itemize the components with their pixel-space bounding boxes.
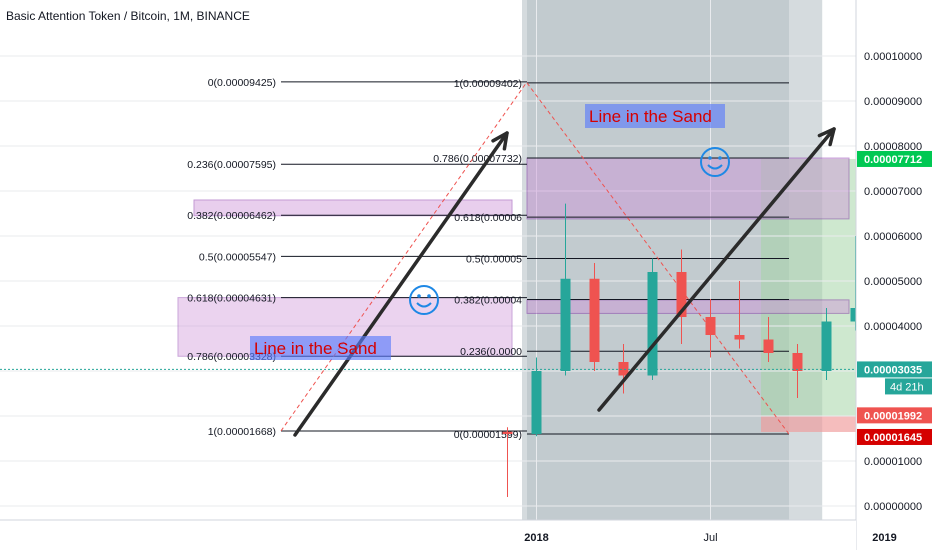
fib-level-label: 0.618(0.00004631) — [187, 293, 276, 305]
price-tag-text: 0.00007712 — [864, 154, 922, 166]
price-tag-last: 0.00003035 — [857, 361, 932, 377]
candle-body — [793, 353, 803, 371]
y-axis-tick-label: 0.00000000 — [864, 501, 922, 513]
price-tag-text: 0.00001992 — [864, 410, 922, 422]
countdown-text: 4d 21h — [890, 381, 924, 393]
smiley-eye — [417, 294, 421, 298]
fib-level-label: 0(0.00009425) — [208, 77, 276, 89]
fib-level-label: 0.382(0.00004 — [454, 294, 522, 306]
y-axis-tick-label: 0.00006000 — [864, 231, 922, 243]
smiley-eye — [718, 156, 722, 160]
y-axis-tick-label: 0.00007000 — [864, 186, 922, 198]
annotation-line-in-the-sand-right: Line in the Sand — [585, 104, 725, 128]
shaded-range-2019-2020 — [527, 0, 789, 520]
y-axis-tick-label: 0.00001000 — [864, 456, 922, 468]
y-axis-tick-label: 0.00004000 — [864, 321, 922, 333]
fib-level-label: 0(0.00001599) — [454, 429, 522, 441]
fib-level-label: 1(0.00001668) — [208, 426, 276, 438]
x-axis-background — [0, 520, 856, 550]
fib-level-label: 1(0.00009402) — [454, 78, 522, 90]
annotation-text: Line in the Sand — [254, 339, 377, 358]
x-axis-tick-label: 2018 — [524, 532, 548, 544]
candle-body — [735, 335, 745, 340]
candle-body — [648, 272, 658, 376]
countdown-tag: 4d 21h — [885, 378, 932, 394]
candle-body — [706, 317, 716, 335]
y-axis-tick-label: 0.00010000 — [864, 51, 922, 63]
y-axis-tick-label: 0.00009000 — [864, 96, 922, 108]
candle-body — [619, 362, 629, 376]
smiley-eye — [708, 156, 712, 160]
fib-level-label: 0.382(0.00006462) — [187, 210, 276, 222]
candle-body — [590, 279, 600, 362]
chart-title: Basic Attention Token / Bitcoin, 1M, BIN… — [6, 9, 250, 23]
fib-level-label: 0.786(0.00007732) — [433, 153, 522, 165]
candle-body — [764, 340, 774, 354]
fib-level-label: 0.236(0.0000 — [460, 346, 522, 358]
y-axis-tick-label: 0.00005000 — [864, 276, 922, 288]
fib-level-label: 0.236(0.00007595) — [187, 159, 276, 171]
candle-body — [532, 371, 542, 434]
price-tag-stop: 0.00001645 — [857, 429, 932, 445]
candle-body — [503, 432, 513, 434]
y-axis: 0.000100000.000090000.000080000.00007000… — [856, 0, 932, 550]
fib-level-label: 0.5(0.00005547) — [199, 251, 276, 263]
price-tag-text: 0.00003035 — [864, 364, 922, 376]
price-tag-text: 0.00001645 — [864, 432, 922, 444]
candle-body — [561, 279, 571, 371]
x-axis: 2018Jul2019Jul2020Jul2021 — [0, 520, 932, 550]
candle-body — [822, 322, 832, 372]
x-axis-tick-label: Jul — [703, 532, 717, 544]
price-tag-target: 0.00007712 — [857, 151, 932, 167]
annotation-line-in-the-sand-left: Line in the Sand — [250, 336, 391, 360]
price-tag-entry: 0.00001992 — [857, 407, 932, 423]
smiley-eye — [427, 294, 431, 298]
fib-level-label: 0.5(0.00005 — [466, 254, 522, 266]
fib-level-label: 0.618(0.00006 — [454, 212, 522, 224]
long-position-stop-zone — [761, 416, 856, 432]
annotation-text: Line in the Sand — [589, 107, 712, 126]
x-axis-tick-label: 2019 — [872, 532, 896, 544]
